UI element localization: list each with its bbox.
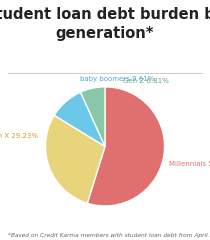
Text: Student loan debt burden by
generation*: Student loan debt burden by generation* bbox=[0, 7, 210, 41]
Text: baby boomers 9.61%: baby boomers 9.61% bbox=[80, 76, 154, 82]
Text: Gen Z 6.81%: Gen Z 6.81% bbox=[123, 78, 169, 84]
Wedge shape bbox=[87, 87, 164, 206]
Wedge shape bbox=[80, 87, 105, 146]
Text: *Based on Credit Karma members with student loan debt from April 2018 to March 2: *Based on Credit Karma members with stud… bbox=[8, 233, 210, 238]
Text: Gen X 29.23%: Gen X 29.23% bbox=[0, 133, 38, 139]
Wedge shape bbox=[54, 92, 105, 146]
Text: Millennials 55.35%: Millennials 55.35% bbox=[169, 161, 210, 167]
Wedge shape bbox=[46, 115, 105, 203]
